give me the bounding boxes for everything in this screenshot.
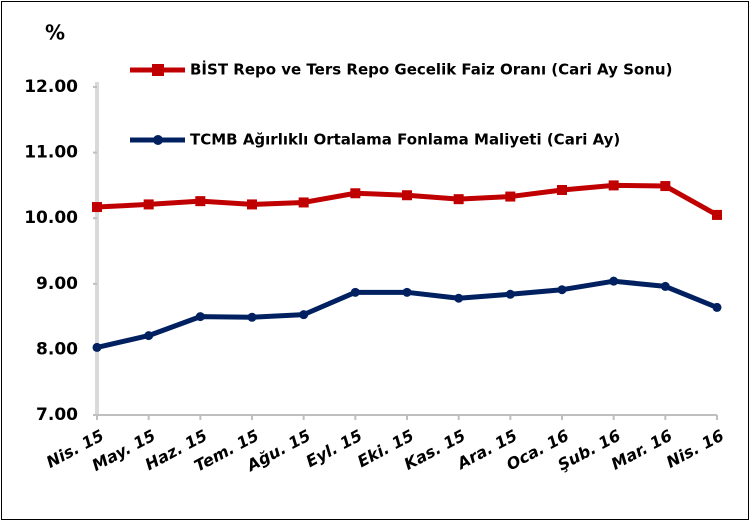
point (298, 197, 309, 208)
y-tick-label: 8.00 (36, 339, 78, 359)
legend-label: BİST Repo ve Ters Repo Gecelik Faiz Oran… (190, 60, 672, 79)
y-tick-label: 9.00 (36, 274, 78, 294)
point (557, 285, 567, 295)
point (247, 312, 257, 322)
point (92, 342, 102, 352)
point (247, 199, 257, 210)
legend-label: TCMB Ağırlıklı Ortalama Fonlama Maliyeti… (190, 131, 620, 149)
point (505, 191, 516, 202)
point (143, 199, 154, 210)
point (608, 180, 619, 191)
y-tick-label: 7.00 (36, 405, 78, 425)
y-tick-label: 12.00 (24, 77, 78, 97)
point (453, 194, 464, 205)
point (712, 302, 722, 312)
y-axis-label: % (45, 21, 65, 45)
point (660, 281, 670, 291)
point (712, 209, 722, 220)
point (402, 190, 412, 201)
point (557, 184, 567, 195)
point (660, 181, 671, 192)
point (144, 331, 154, 341)
point (505, 289, 515, 299)
point (195, 196, 206, 207)
y-tick-label: 10.00 (24, 208, 78, 228)
point (609, 276, 619, 286)
point (454, 293, 464, 303)
point (402, 287, 412, 297)
point (92, 202, 102, 213)
point (195, 312, 205, 322)
y-tick-label: 11.00 (24, 143, 78, 163)
point (350, 188, 361, 199)
legend-marker (152, 64, 164, 76)
point (299, 310, 309, 320)
legend-marker (153, 135, 163, 145)
point (350, 287, 360, 297)
